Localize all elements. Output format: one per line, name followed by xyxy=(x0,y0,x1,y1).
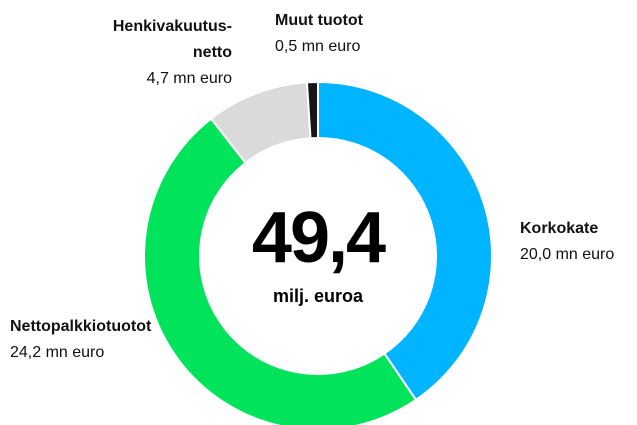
value-label: 4,7 mn euro xyxy=(146,70,232,87)
category-name: Nettopalkkiotuotot xyxy=(10,318,152,335)
category-name: Muut tuotot xyxy=(275,12,363,29)
label-nettopalkkio: Nettopalkkiotuotot 24,2 mn euro xyxy=(10,314,152,366)
value-label: 20,0 mn euro xyxy=(520,246,615,263)
label-korkokate: Korkokate 20,0 mn euro xyxy=(520,216,614,268)
center-value: 49,4 xyxy=(251,198,386,278)
label-henkivakuutus: Henkivakuutus-netto 4,7 mn euro xyxy=(70,14,232,92)
value-label: 0,5 mn euro xyxy=(275,38,361,55)
category-name: Henkivakuutus-netto xyxy=(112,18,232,61)
donut-segment xyxy=(317,80,493,402)
donut-segment xyxy=(305,80,319,140)
label-muut: Muut tuotot 0,5 mn euro xyxy=(275,8,363,60)
value-label: 24,2 mn euro xyxy=(10,344,105,361)
center-unit: milj. euroa xyxy=(272,286,364,306)
category-name: Korkokate xyxy=(520,220,599,237)
donut-segment xyxy=(143,117,418,425)
